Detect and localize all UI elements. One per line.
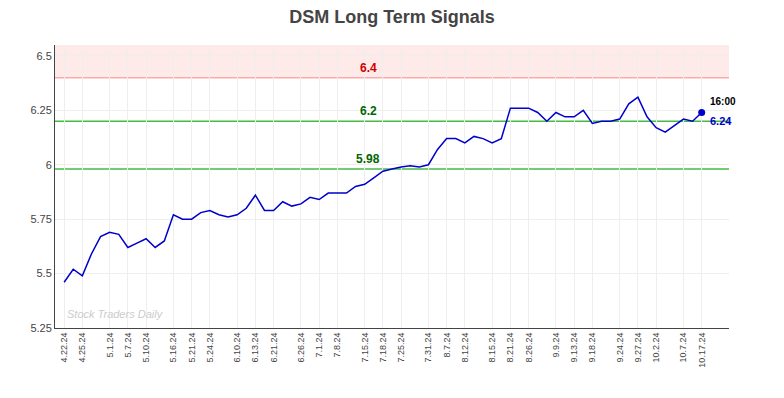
svg-text:5.5: 5.5 — [37, 267, 52, 279]
svg-text:6.5: 6.5 — [37, 50, 52, 62]
svg-text:Stock Traders Daily: Stock Traders Daily — [67, 308, 164, 320]
svg-text:8.12.24: 8.12.24 — [460, 333, 470, 363]
svg-text:6: 6 — [46, 159, 52, 171]
svg-text:5.75: 5.75 — [30, 213, 51, 225]
svg-text:6.24: 6.24 — [710, 115, 732, 127]
svg-text:7.25.24: 7.25.24 — [396, 333, 406, 363]
svg-text:9.27.24: 9.27.24 — [633, 333, 643, 363]
svg-text:DSM Long Term Signals: DSM Long Term Signals — [289, 7, 495, 27]
svg-text:9.13.24: 9.13.24 — [569, 333, 579, 363]
svg-text:5.21.24: 5.21.24 — [187, 333, 197, 363]
svg-text:6.10.24: 6.10.24 — [232, 333, 242, 363]
svg-text:7.15.24: 7.15.24 — [360, 333, 370, 363]
svg-text:10.2.24: 10.2.24 — [651, 333, 661, 363]
svg-text:5.1.24: 5.1.24 — [105, 333, 115, 358]
svg-text:5.24.24: 5.24.24 — [205, 333, 215, 363]
svg-text:9.18.24: 9.18.24 — [587, 333, 597, 363]
svg-text:6.13.24: 6.13.24 — [250, 333, 260, 363]
svg-text:6.2: 6.2 — [360, 104, 377, 118]
svg-text:4.25.24: 4.25.24 — [77, 333, 87, 363]
svg-text:5.25: 5.25 — [30, 322, 51, 334]
svg-text:6.4: 6.4 — [360, 61, 377, 75]
svg-text:5.10.24: 5.10.24 — [141, 333, 151, 363]
svg-text:7.31.24: 7.31.24 — [423, 333, 433, 363]
svg-text:7.8.24: 7.8.24 — [332, 333, 342, 358]
svg-text:6.21.24: 6.21.24 — [269, 333, 279, 363]
svg-text:10.17.24: 10.17.24 — [697, 333, 707, 368]
svg-text:9.9.24: 9.9.24 — [551, 333, 561, 358]
svg-text:5.7.24: 5.7.24 — [123, 333, 133, 358]
svg-text:16:00: 16:00 — [710, 96, 736, 107]
svg-text:8.21.24: 8.21.24 — [505, 333, 515, 363]
svg-text:6.25: 6.25 — [30, 104, 51, 116]
svg-text:9.24.24: 9.24.24 — [615, 333, 625, 363]
svg-text:5.98: 5.98 — [356, 152, 380, 166]
svg-text:8.26.24: 8.26.24 — [524, 333, 534, 363]
svg-text:8.7.24: 8.7.24 — [442, 333, 452, 358]
svg-text:7.1.24: 7.1.24 — [314, 333, 324, 358]
svg-text:10.7.24: 10.7.24 — [678, 333, 688, 363]
svg-text:8.15.24: 8.15.24 — [487, 333, 497, 363]
svg-text:5.16.24: 5.16.24 — [168, 333, 178, 363]
svg-text:4.22.24: 4.22.24 — [59, 333, 69, 363]
svg-text:7.18.24: 7.18.24 — [378, 333, 388, 363]
svg-text:6.26.24: 6.26.24 — [296, 333, 306, 363]
